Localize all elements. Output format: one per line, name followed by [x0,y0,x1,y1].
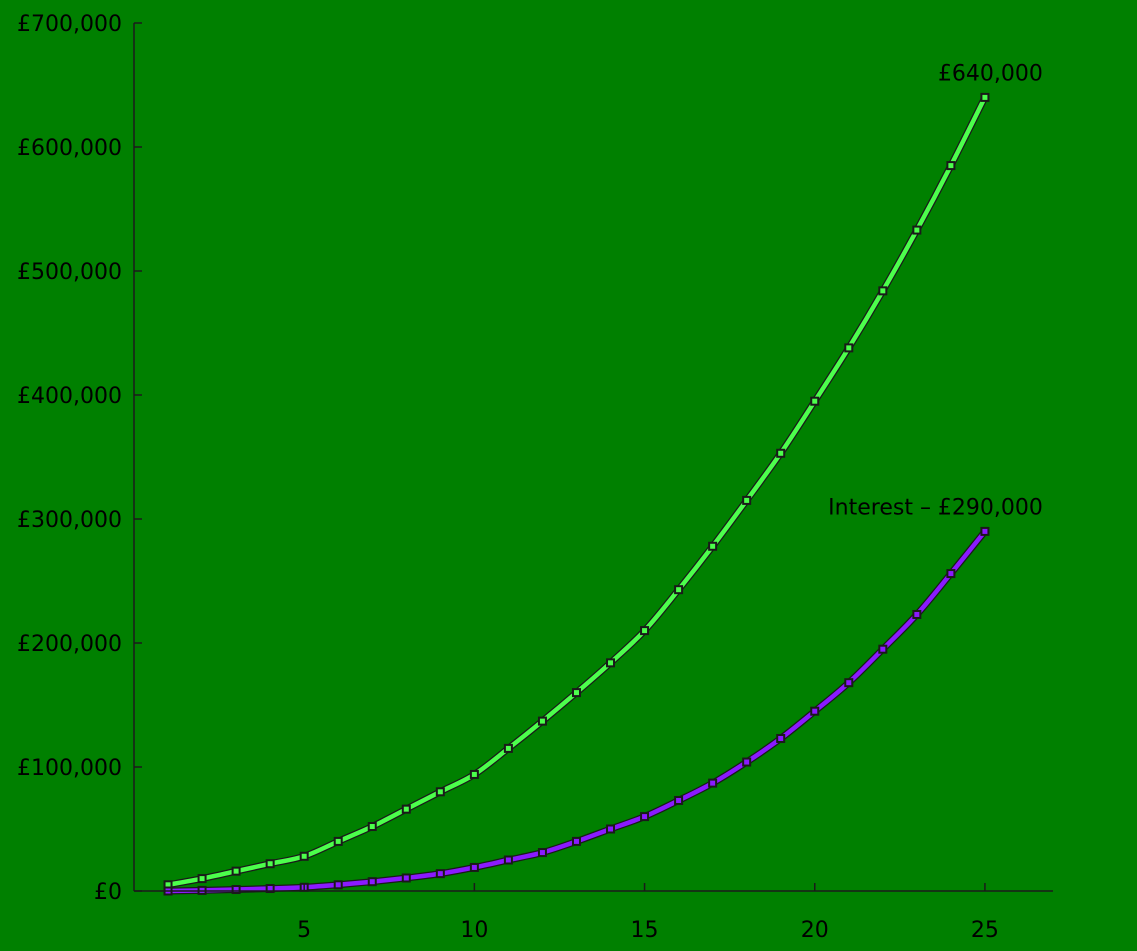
x-tick-label: 15 [631,918,659,943]
data-point [912,225,922,235]
y-tick-label: £700,000 [17,12,122,37]
axes [133,23,1053,892]
data-annotation: £640,000 [938,61,1043,86]
y-tick-label: £500,000 [17,260,122,285]
data-point [640,812,650,822]
y-tick-label: £300,000 [17,508,122,533]
data-point [469,862,479,872]
data-point [742,495,752,505]
data-point [333,880,343,890]
x-tick-label: 5 [297,918,311,943]
data-point [878,644,888,654]
data-point [537,716,547,726]
y-tick-label: £600,000 [17,136,122,161]
data-point [469,769,479,779]
y-tick-label: £200,000 [17,632,122,657]
data-point [844,678,854,688]
data-point [844,343,854,353]
data-point [265,859,275,869]
data-point [435,787,445,797]
data-point [878,286,888,296]
data-point [503,855,513,865]
data-point [708,778,718,788]
x-tick-label: 20 [801,918,829,943]
data-point [537,848,547,858]
data-point [606,824,616,834]
data-point [367,822,377,832]
data-point [776,448,786,458]
data-point [503,743,513,753]
data-point [912,609,922,619]
data-point [606,658,616,668]
tick-labels: £0 £100,000 £200,000 £300,000 £400,000 £500,0… [17,12,999,943]
data-point [674,795,684,805]
data-point [401,804,411,814]
data-point [946,161,956,171]
data-point [367,877,377,887]
data-point [299,851,309,861]
data-point [435,869,445,879]
y-tick-label: £0 [94,880,122,905]
y-tick-label: £400,000 [17,384,122,409]
series-line-outline [164,93,989,889]
data-point [571,688,581,698]
data-point [708,541,718,551]
series-1 [163,526,990,896]
x-tick-label: 10 [460,918,488,943]
data-point [333,836,343,846]
data-annotation: Interest – £290,000 [828,495,1043,520]
data-point [231,866,241,876]
data-point [980,526,990,536]
data-point [401,873,411,883]
data-point [571,836,581,846]
data-point [231,885,241,895]
data-point [946,569,956,579]
x-tick-label: 25 [971,918,999,943]
annotations: £640,000 Interest – £290,000 [828,61,1043,520]
data-point [980,92,990,102]
data-point [640,626,650,636]
series-line [165,95,988,888]
data-point [776,733,786,743]
data-point [674,585,684,595]
data-point [810,396,820,406]
y-tick-label: £100,000 [17,756,122,781]
data-point [197,874,207,884]
series-0 [163,92,990,890]
plot-area [163,92,990,896]
data-point [742,757,752,767]
data-point [810,706,820,716]
data-point [265,884,275,894]
